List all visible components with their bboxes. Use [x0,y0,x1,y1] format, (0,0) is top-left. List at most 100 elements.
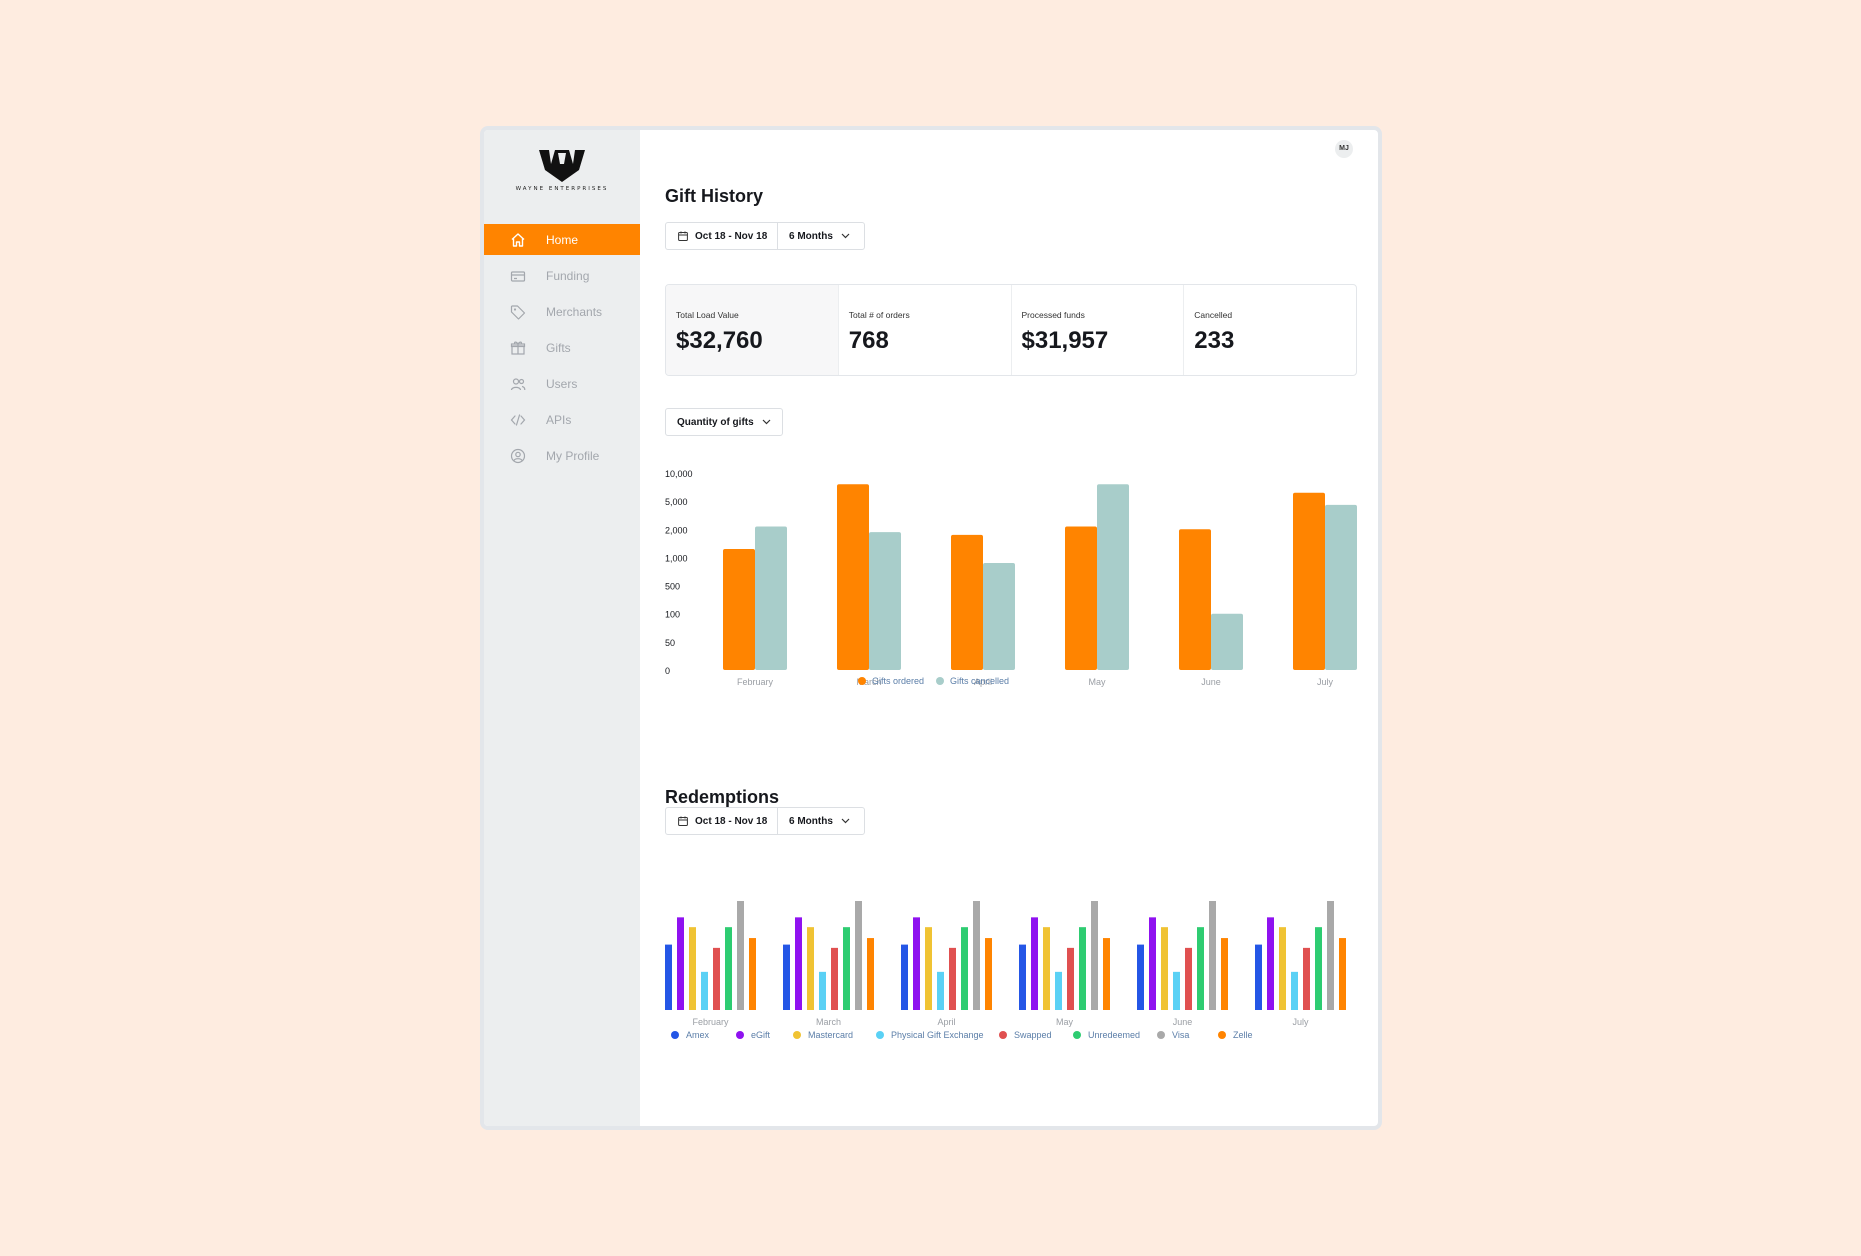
bar-mastercard[interactable] [1161,927,1168,1010]
legend-item[interactable]: Mastercard [793,1030,853,1040]
bar-swapped[interactable] [1303,947,1310,1010]
bar-zelle[interactable] [1339,938,1346,1010]
bar-physical-gift-exchange[interactable] [701,971,708,1010]
bar-unredeemed[interactable] [1079,927,1086,1010]
bar-physical-gift-exchange[interactable] [1173,971,1180,1010]
x-tick-label: March [856,677,881,687]
bar-zelle[interactable] [749,938,756,1010]
bar-gifts-ordered[interactable] [1179,529,1211,670]
sidebar-item-home[interactable]: Home [484,224,640,255]
period-dropdown[interactable]: 6 Months [778,223,864,249]
avatar[interactable]: MJ [1335,140,1353,158]
x-tick-label: June [1173,1017,1193,1027]
bar-unredeemed[interactable] [961,927,968,1010]
bar-gifts-cancelled[interactable] [1097,484,1129,670]
bar-visa[interactable] [737,901,744,1010]
users-icon [510,378,526,391]
bar-visa[interactable] [1091,901,1098,1010]
stat-label: Total # of orders [848,310,910,320]
bar-amex[interactable] [1255,944,1262,1010]
sidebar-item-funding[interactable]: Funding [484,260,640,291]
calendar-icon [678,816,688,826]
bar-mastercard[interactable] [807,927,814,1010]
legend-item[interactable]: Gifts cancelled [936,676,1009,686]
bar-zelle[interactable] [985,938,992,1010]
bar-amex[interactable] [783,944,790,1010]
stat-cancelled: Cancelled 233 [1184,285,1356,375]
bar-zelle[interactable] [1103,938,1110,1010]
date-range-picker[interactable]: Oct 18 - Nov 18 [666,808,778,834]
bar-unredeemed[interactable] [1197,927,1204,1010]
sidebar-item-gifts[interactable]: Gifts [484,332,640,363]
bar-physical-gift-exchange[interactable] [1055,971,1062,1010]
page-title: Gift History [665,186,764,206]
bar-egift[interactable] [913,917,920,1010]
legend-item[interactable]: Physical Gift Exchange [876,1030,984,1040]
bar-mastercard[interactable] [925,927,932,1010]
sidebar-item-apis[interactable]: APIs [484,404,640,435]
period-label: 6 Months [789,815,833,827]
sidebar-item-users[interactable]: Users [484,368,640,399]
bar-swapped[interactable] [713,947,720,1010]
legend-item[interactable]: Unredeemed [1073,1030,1140,1040]
period-dropdown[interactable]: 6 Months [778,808,864,834]
bar-visa[interactable] [1209,901,1216,1010]
bar-mastercard[interactable] [1043,927,1050,1010]
bar-egift[interactable] [1031,917,1038,1010]
bar-visa[interactable] [855,901,862,1010]
brand-logo[interactable]: WAYNE ENTERPRISES [484,150,640,194]
bar-zelle[interactable] [1221,938,1228,1010]
bar-visa[interactable] [1327,901,1334,1010]
bar-physical-gift-exchange[interactable] [819,971,826,1010]
legend-item[interactable]: Amex [671,1030,710,1040]
chevron-down-icon [762,419,771,425]
bar-unredeemed[interactable] [843,927,850,1010]
x-tick-label: February [692,1017,729,1027]
stat-value: $31,957 [1021,327,1109,354]
bar-gifts-ordered[interactable] [1065,526,1097,670]
bar-egift[interactable] [677,917,684,1010]
legend-item[interactable]: Zelle [1218,1030,1253,1040]
x-tick-label: July [1292,1017,1309,1027]
bar-gifts-ordered[interactable] [723,548,755,670]
bar-gifts-cancelled[interactable] [1211,613,1243,670]
sidebar-item-my-profile[interactable]: My Profile [484,440,640,471]
legend-item[interactable]: Swapped [999,1030,1052,1040]
bar-mastercard[interactable] [689,927,696,1010]
bar-swapped[interactable] [1185,947,1192,1010]
legend-dot [793,1031,801,1039]
legend-item[interactable]: Gifts ordered [858,676,924,686]
bar-egift[interactable] [795,917,802,1010]
bar-zelle[interactable] [867,938,874,1010]
x-tick-label: June [1201,677,1221,687]
bar-physical-gift-exchange[interactable] [1291,971,1298,1010]
calendar-icon [678,231,688,241]
bar-amex[interactable] [1137,944,1144,1010]
bar-swapped[interactable] [949,947,956,1010]
bar-gifts-cancelled[interactable] [869,532,901,670]
bar-egift[interactable] [1267,917,1274,1010]
bar-gifts-ordered[interactable] [951,534,983,670]
redemptions-date-filter: Oct 18 - Nov 18 6 Months [665,807,865,835]
bar-gifts-cancelled[interactable] [983,563,1015,670]
bar-visa[interactable] [973,901,980,1010]
bar-gifts-ordered[interactable] [837,484,869,670]
bar-gifts-ordered[interactable] [1293,492,1325,670]
bar-gifts-cancelled[interactable] [755,526,787,670]
bar-unredeemed[interactable] [725,927,732,1010]
legend-item[interactable]: eGift [736,1030,771,1040]
bar-swapped[interactable] [1067,947,1074,1010]
bar-amex[interactable] [901,944,908,1010]
bar-physical-gift-exchange[interactable] [937,971,944,1010]
bar-amex[interactable] [1019,944,1026,1010]
bar-unredeemed[interactable] [1315,927,1322,1010]
bar-amex[interactable] [665,944,672,1010]
bar-swapped[interactable] [831,947,838,1010]
metric-dropdown[interactable]: Quantity of gifts [665,408,783,436]
bar-mastercard[interactable] [1279,927,1286,1010]
legend-item[interactable]: Visa [1157,1030,1189,1040]
sidebar-item-merchants[interactable]: Merchants [484,296,640,327]
bar-gifts-cancelled[interactable] [1325,504,1357,670]
date-range-picker[interactable]: Oct 18 - Nov 18 [666,223,778,249]
bar-egift[interactable] [1149,917,1156,1010]
